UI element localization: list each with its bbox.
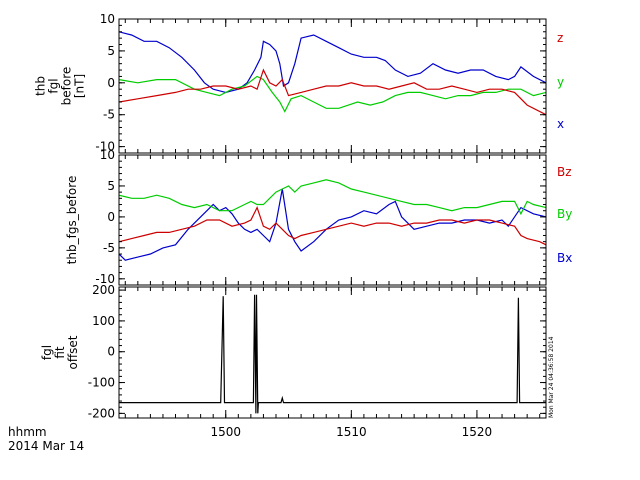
y-axis-title: thb [34,76,48,96]
y-tick-label: -5 [103,108,115,122]
series-line-Bx [119,188,546,261]
y-axis-title: fgl [40,345,54,360]
panel-1: 10 5 0 -5 -10 thb fgl before [nT] z y x [34,12,565,154]
panel-2: 10 5 0 -5 -10 thb_fgs_before Bz By Bx [65,148,572,286]
y-tick-label: 10 [100,148,115,162]
y-axis-title: fgl [47,78,61,93]
y-tick-label: 0 [107,210,115,224]
x-tick-label: 1520 [462,425,493,439]
y-tick-label: 100 [92,314,115,328]
y-tick-label: -10 [95,140,115,154]
series-line-By [119,179,546,216]
y-tick-label: -10 [95,272,115,286]
footer-time-label: hhmm [8,425,47,439]
creation-stamp: Mon Mar 24 04:36:58 2014 [548,336,555,418]
series-line-Bz [119,206,546,246]
legend-entry-x: x [557,117,564,131]
y-axis-title: thb_fgs_before [65,176,79,265]
plot-frame [118,286,547,419]
series-line-y [119,75,546,113]
y-tick-label: 5 [107,179,115,193]
y-tick-label: 0 [107,345,115,359]
legend-entry-z: z [557,31,563,45]
legend-entry-y: y [557,75,564,89]
y-axis-title: before [60,67,74,106]
x-tick-label: 1500 [210,425,241,439]
y-tick-label: -100 [88,376,115,390]
x-tick-label: 1510 [336,425,367,439]
y-tick-label: 200 [92,283,115,297]
legend-entry-Bz: Bz [557,165,572,179]
y-tick-label: -5 [103,241,115,255]
y-tick-label: 0 [107,76,115,90]
series-line-z [119,68,546,116]
y-tick-label: -200 [88,406,115,420]
footer-date: 2014 Mar 14 [8,439,84,453]
y-axis-title: [nT] [73,74,87,98]
legend-entry-Bx: Bx [557,251,572,265]
panel-3: 200 100 0 -100 -200 1500 1510 1520 fgl fit offset [40,283,547,439]
y-axis-title: offset [66,335,80,369]
legend-entry-By: By [557,207,572,221]
plot-frame [118,18,547,154]
y-axis-title: fit [53,346,67,359]
y-tick-label: 10 [100,12,115,26]
y-tick-label: 5 [107,44,115,58]
plot-frame [118,154,547,286]
series-line-x [119,31,546,94]
series-line-offset [119,294,546,414]
